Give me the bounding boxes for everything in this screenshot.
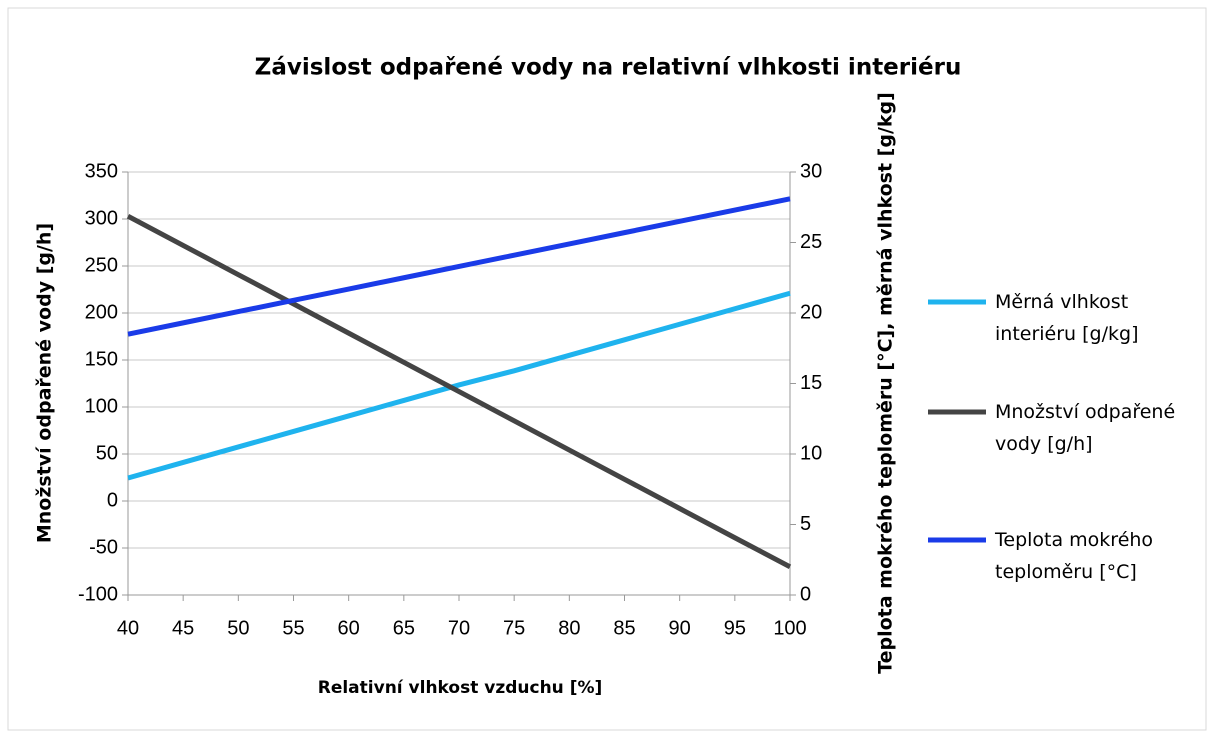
y2-tick-label: 5	[800, 513, 811, 535]
y-axis-label: Množství odpařené vody [g/h]	[34, 223, 56, 543]
y-tick-label: 0	[107, 489, 118, 511]
series-line	[126, 213, 792, 570]
x-tick-label: 50	[227, 617, 249, 639]
x-tick-label: 85	[613, 617, 635, 639]
x-axis-label: Relativní vlhkost vzduchu [%]	[318, 678, 603, 698]
chart-border	[7, 7, 1207, 731]
y-tick-label: -100	[78, 583, 118, 605]
x-tick-label: 65	[393, 617, 415, 639]
x-tick-label: 80	[558, 617, 580, 639]
y2-axis-label: Teplota mokrého teploměru [°C], měrná vl…	[875, 92, 897, 674]
y-tick-label: 350	[85, 160, 118, 182]
x-tick-label: 55	[282, 617, 304, 639]
y2-tick-label: 25	[800, 231, 822, 253]
x-tick-label: 60	[338, 617, 360, 639]
y2-tick-label: 30	[800, 160, 822, 182]
x-tick-label: 45	[172, 617, 194, 639]
y-tick-label: 50	[96, 442, 118, 464]
x-tick-label: 75	[503, 617, 525, 639]
x-tick-label: 70	[448, 617, 470, 639]
x-tick-label: 95	[724, 617, 746, 639]
legend-label: Teplota mokrého teploměru [°C]	[995, 529, 1154, 583]
y-tick-label: 250	[85, 254, 118, 276]
y2-tick-label: 15	[800, 372, 822, 394]
y2-tick-label: 20	[800, 301, 822, 323]
y-tick-label: 300	[85, 207, 118, 229]
legend-label: Množství odpařené vody [g/h]	[995, 401, 1176, 455]
series-line	[127, 196, 791, 337]
x-tick-label: 100	[773, 617, 806, 639]
y-tick-label: 200	[85, 301, 118, 323]
y-tick-label: 100	[85, 395, 118, 417]
x-tick-label: 40	[117, 617, 139, 639]
x-tick-label: 90	[669, 617, 691, 639]
y-tick-label: -50	[89, 536, 118, 558]
y-tick-label: 150	[85, 348, 118, 370]
legend-label: Měrná vlhkost interiéru [g/kg]	[995, 291, 1139, 345]
y2-tick-label: 10	[800, 442, 822, 464]
y2-tick-label: 0	[800, 583, 811, 605]
chart-title: Závislost odpařené vody na relativní vlh…	[255, 55, 962, 81]
series-line	[127, 290, 791, 481]
